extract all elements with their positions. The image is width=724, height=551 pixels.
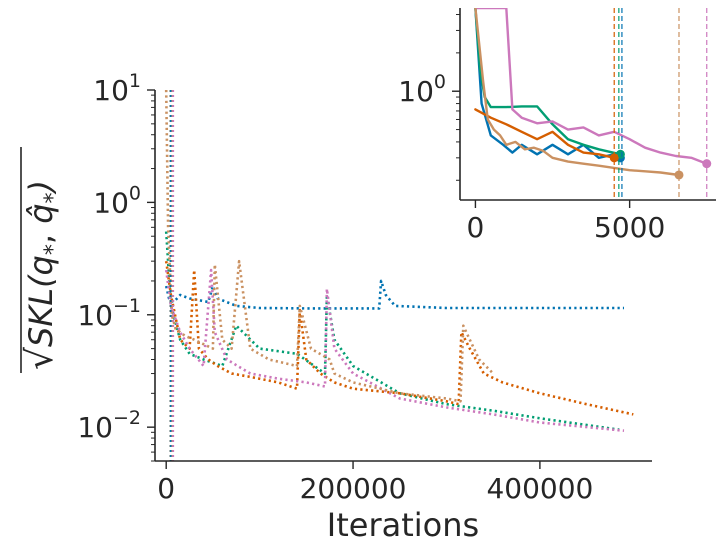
inset-end-marker-tan <box>674 170 684 180</box>
main-series-pink <box>164 268 625 432</box>
main-series-green <box>164 231 620 431</box>
main-y-tick-label: 100 <box>93 182 141 219</box>
main-series-tan <box>164 90 495 403</box>
y-label-sub-2: * <box>41 192 66 203</box>
main-plot-lines <box>164 90 634 461</box>
main-axes: 10−2 10−1 100 101 0 200000 400000 <box>77 70 652 505</box>
svg-text:√SKL(q*, q̂*): √SKL(q*, q̂*) <box>20 180 66 370</box>
inset-plot-lines <box>474 8 712 200</box>
main-x-tick-label: 400000 <box>486 472 593 505</box>
x-axis-label: Iterations <box>327 506 479 544</box>
inset-x-tick-label: 5000 <box>594 211 665 244</box>
inset-axes: 100 0 5000 <box>398 8 716 244</box>
y-axis-label: √SKL(q*, q̂*) <box>20 147 66 373</box>
y-label-text: SKL(q <box>22 255 60 347</box>
main-y-tick-label: 101 <box>93 70 141 107</box>
inset-background <box>460 8 716 200</box>
y-label-comma: , <box>22 224 60 244</box>
y-label-sub-1: * <box>41 244 66 255</box>
inset-series-blue <box>474 8 622 160</box>
main-series-blue <box>164 279 624 310</box>
inset-end-marker-orange <box>609 153 619 163</box>
main-x-tick-label: 0 <box>157 472 175 505</box>
inset-series-pink <box>474 8 708 165</box>
y-label-radical: √ <box>20 347 61 370</box>
inset-series-orange <box>474 108 616 160</box>
main-y-tick-label: 10−1 <box>77 295 141 332</box>
inset-x-tick-label: 0 <box>467 211 485 244</box>
inset-series-tan <box>474 8 681 177</box>
main-plot-panel: 10−2 10−1 100 101 0 200000 400000 <box>77 70 652 505</box>
main-series-orange <box>164 261 634 416</box>
main-y-tick-label: 10−2 <box>77 407 141 444</box>
y-label-qhat: q̂ <box>22 203 60 223</box>
y-label-close: ) <box>22 180 60 194</box>
inset-plot-panel: 100 0 5000 <box>398 8 716 244</box>
main-x-tick-label: 200000 <box>300 472 407 505</box>
inset-y-tick-label: 100 <box>398 71 446 108</box>
